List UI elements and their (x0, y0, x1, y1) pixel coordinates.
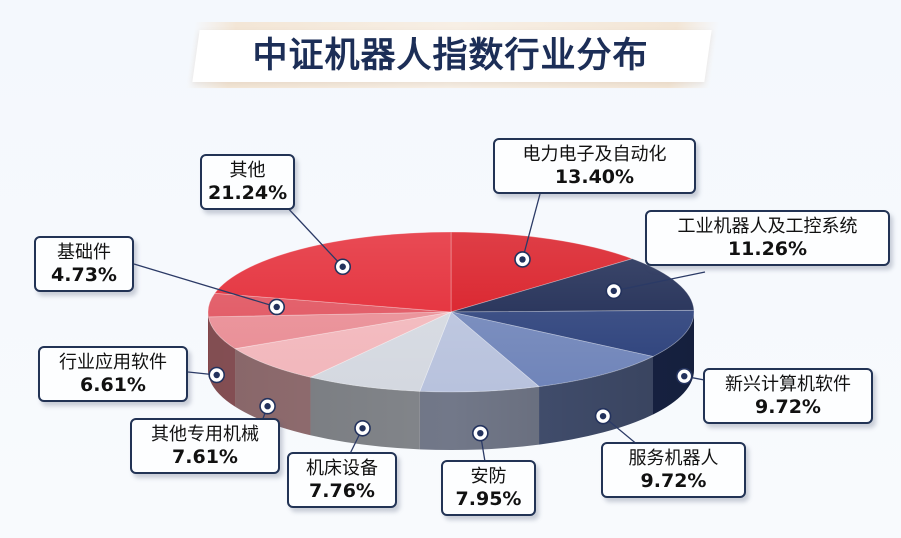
slice-markers (208, 251, 693, 442)
slice-marker (259, 397, 276, 415)
slice-value: 7.76% (309, 480, 375, 502)
leader-line (613, 271, 706, 292)
slice-label: 机床设备 (306, 458, 378, 479)
chart-title: 中证机器人指数行业分布 (252, 36, 649, 76)
callout-basic-components: 基础件 4.73% (34, 236, 134, 292)
slice-marker (472, 424, 489, 442)
slice-marker (208, 366, 226, 384)
slice-marker (605, 282, 623, 300)
slice-value: 9.72% (640, 470, 707, 492)
slice-label: 其他 (229, 160, 266, 181)
slice-label: 基础件 (57, 242, 111, 263)
pie-side-shade (208, 312, 694, 450)
leader-line (284, 204, 344, 268)
slice-marker (514, 251, 531, 268)
pie-top-sheen (208, 232, 694, 392)
slice-value: 4.73% (51, 264, 117, 286)
callout-service-robot: 服务机器人 9.72% (601, 442, 746, 498)
slice-value: 6.61% (80, 374, 146, 396)
leader-line (133, 263, 277, 308)
callout-emerging-software: 新兴计算机软件 9.72% (703, 368, 873, 424)
slice-label: 行业应用软件 (59, 352, 167, 373)
slice-label: 服务机器人 (628, 448, 719, 469)
slice-marker (675, 367, 693, 385)
callout-industrial-robot: 工业机器人及工控系统 11.26% (645, 210, 890, 266)
callout-other: 其他 21.24% (200, 154, 295, 210)
slice-value: 11.26% (727, 238, 808, 260)
pie-top-layer (207, 231, 695, 393)
slice-marker (334, 258, 352, 276)
callout-security: 安防 7.95% (441, 460, 536, 516)
slice-value: 9.72% (755, 396, 821, 418)
slice-label: 安防 (470, 466, 507, 487)
slice-value: 21.24% (208, 182, 288, 204)
callout-power-electronics: 电力电子及自动化 13.40% (493, 138, 696, 194)
slice-marker (268, 298, 286, 316)
slice-label: 工业机器人及工控系统 (677, 216, 858, 237)
slice-label: 新兴计算机软件 (725, 374, 851, 395)
callout-application-software: 行业应用软件 6.61% (38, 346, 188, 402)
slice-marker (354, 419, 371, 437)
slice-marker (594, 407, 612, 425)
pie-side-layer (208, 312, 694, 450)
slice-label: 其他专用机械 (151, 424, 259, 445)
slice-label: 电力电子及自动化 (522, 144, 667, 165)
callout-machine-tools: 机床设备 7.76% (287, 452, 397, 508)
slice-value: 13.40% (554, 166, 635, 188)
slice-value: 7.95% (455, 488, 522, 510)
leader-line (521, 193, 541, 260)
callout-other-machinery: 其他专用机械 7.61% (130, 418, 280, 474)
slice-value: 7.61% (172, 446, 238, 468)
